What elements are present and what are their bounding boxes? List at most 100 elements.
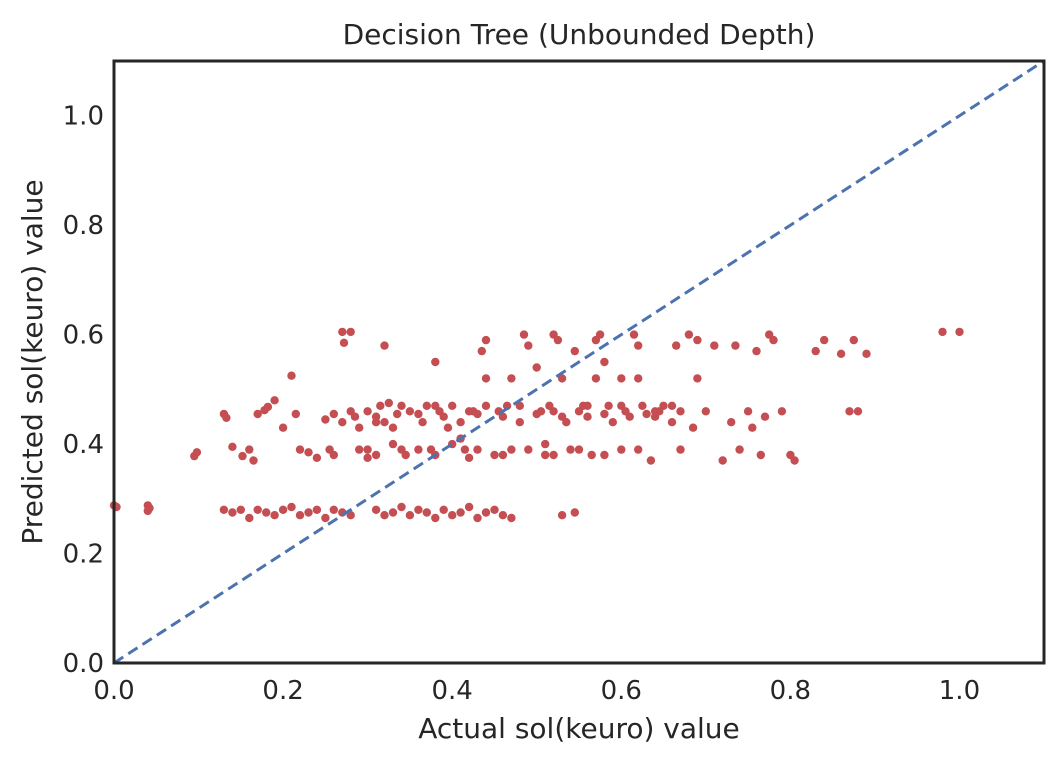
scatter-point (477, 346, 486, 356)
scatter-point (587, 450, 596, 460)
scatter-point (253, 505, 262, 514)
scatter-point (371, 450, 381, 460)
scatter-point (650, 407, 660, 416)
scatter-point (731, 341, 740, 350)
scatter-point (549, 450, 558, 460)
scatter-point (519, 330, 529, 339)
scatter-point (338, 327, 347, 337)
scatter-point (338, 418, 347, 427)
scatter-point (752, 346, 761, 356)
scatter-point (355, 423, 364, 432)
scatter-point (329, 409, 338, 419)
scatter-point (515, 418, 524, 427)
scatter-point (570, 508, 579, 517)
scatter-point (363, 407, 372, 416)
y-axis-label: Predicted sol(keuro) value (16, 179, 49, 544)
scatter-point (481, 374, 491, 383)
scatter-point (405, 407, 415, 416)
scatter-point (498, 450, 508, 460)
scatter-point (321, 513, 330, 523)
scatter-point (418, 418, 427, 427)
scatter-point (853, 407, 863, 416)
scatter-point (414, 505, 423, 514)
scatter-point (431, 357, 440, 367)
scatter-point (473, 445, 482, 454)
scatter-point (443, 423, 453, 432)
scatter-point (346, 327, 355, 337)
data-points (109, 327, 964, 523)
scatter-point (312, 453, 322, 462)
scatter-point (397, 502, 406, 512)
scatter-point (634, 374, 643, 383)
scatter-point (756, 450, 765, 460)
y-tick-label: 0.4 (63, 430, 104, 460)
scatter-point (600, 357, 609, 367)
scatter-point (376, 401, 385, 410)
scatter-point (562, 418, 571, 427)
scatter-point (304, 448, 313, 457)
scatter-point (600, 450, 609, 460)
chart-title: Decision Tree (Unbounded Depth) (343, 18, 816, 51)
scatter-point (684, 330, 694, 339)
scatter-point (464, 453, 474, 462)
x-tick-label: 1.0 (939, 676, 980, 706)
scatter-point (228, 442, 237, 451)
scatter-point (490, 505, 499, 514)
scatter-point (498, 511, 508, 520)
scatter-point (321, 415, 330, 424)
scatter-point (524, 445, 533, 454)
scatter-point (688, 423, 698, 432)
scatter-point (642, 409, 651, 419)
scatter-point (557, 511, 567, 520)
scatter-point (278, 423, 288, 432)
x-tick-label: 0.8 (770, 676, 811, 706)
scatter-point (583, 412, 592, 421)
scatter-point (811, 346, 820, 356)
scatter-point (659, 401, 668, 410)
scatter-point (363, 445, 372, 454)
scatter-point (574, 445, 584, 454)
scatter-point (295, 511, 305, 520)
scatter-point (570, 346, 579, 356)
scatter-point (380, 418, 389, 427)
scatter-point (591, 374, 601, 383)
scatter-point (507, 513, 516, 523)
scatter-point (431, 401, 440, 410)
scatter-point (566, 445, 575, 454)
reference-line (113, 59, 1045, 665)
scatter-point (464, 502, 474, 512)
scatter-point (371, 505, 381, 514)
x-tick-label: 0.2 (262, 676, 303, 706)
scatter-point (693, 374, 702, 383)
scatter-point (634, 341, 643, 350)
y-tick-label: 1.0 (63, 102, 104, 132)
y-axis-ticks: 0.0 0.2 0.4 0.6 0.8 1.0 (63, 102, 104, 679)
scatter-point (676, 407, 685, 416)
y-tick-label: 0.2 (63, 540, 104, 570)
scatter-point (502, 401, 512, 410)
scatter-point (625, 412, 634, 421)
scatter-point (464, 407, 474, 416)
scatter-point (557, 374, 567, 383)
y-tick-label: 0.8 (63, 211, 104, 241)
scatter-point (405, 511, 415, 520)
scatter-point (600, 409, 609, 419)
scatter-point (735, 445, 744, 454)
scatter-point (769, 335, 778, 345)
scatter-point (862, 349, 871, 358)
scatter-point (236, 505, 245, 514)
reference-line-layer (113, 59, 1045, 665)
scatter-point (743, 407, 753, 416)
scatter-point (608, 418, 617, 427)
scatter-point (228, 508, 237, 517)
scatter-point (672, 341, 681, 350)
scatter-point (253, 409, 262, 419)
scatter-point (524, 341, 533, 350)
scatter-point (448, 401, 457, 410)
scatter-point (955, 327, 964, 337)
scatter-point (790, 456, 799, 465)
scatter-point (270, 511, 279, 520)
y-tick-label: 0.6 (63, 321, 104, 351)
scatter-point (549, 407, 558, 416)
